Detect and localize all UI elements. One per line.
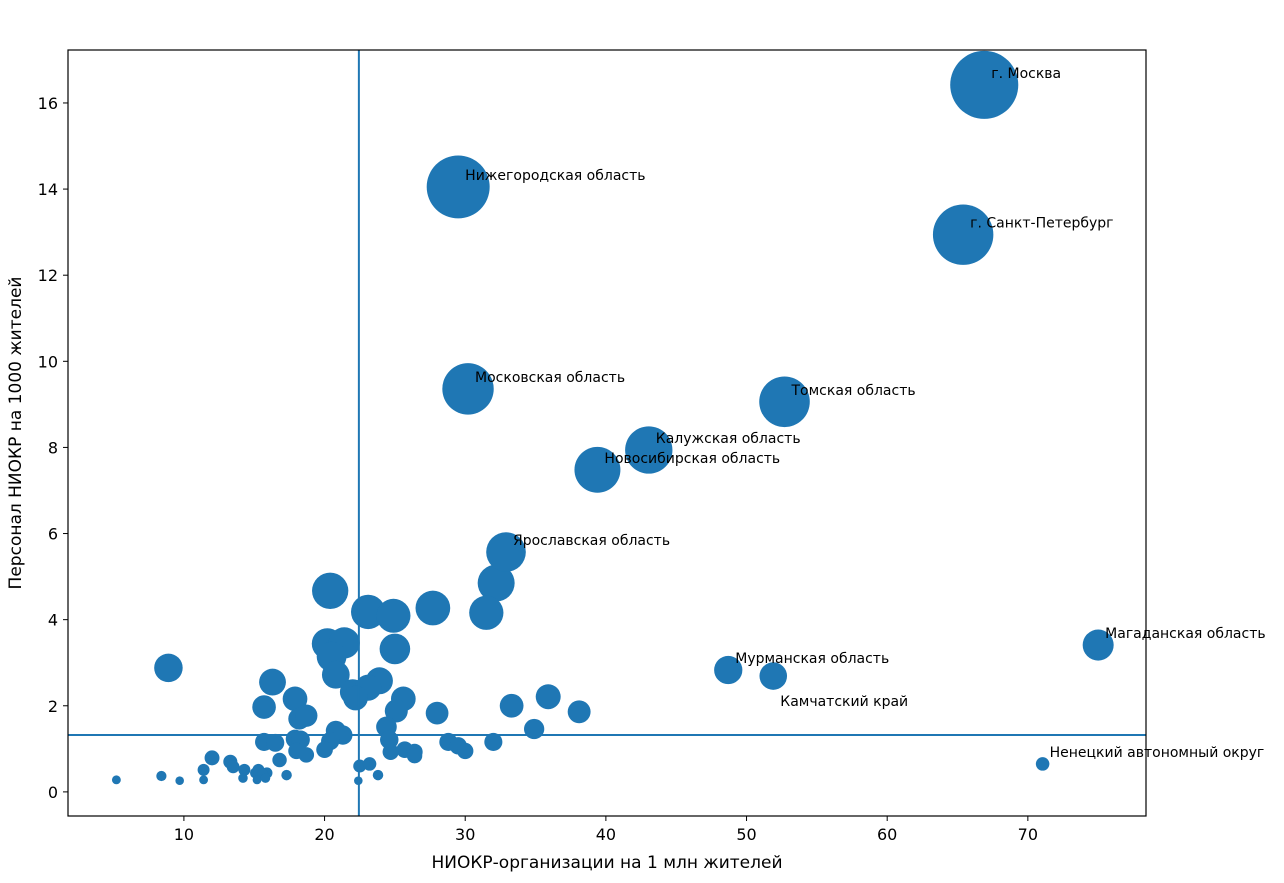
data-point bbox=[252, 695, 276, 719]
x-tick-label: 70 bbox=[1018, 825, 1038, 844]
data-point bbox=[238, 763, 251, 776]
data-point bbox=[197, 763, 210, 776]
data-point-labeled bbox=[625, 426, 673, 474]
data-point bbox=[499, 693, 524, 718]
x-tick-label: 60 bbox=[877, 825, 897, 844]
data-point bbox=[484, 732, 503, 751]
data-point bbox=[425, 701, 449, 725]
data-point-labeled bbox=[486, 532, 526, 572]
point-label: Нижегородская область bbox=[465, 168, 645, 184]
data-point bbox=[111, 775, 121, 785]
y-tick-label: 10 bbox=[38, 352, 58, 371]
point-labels: г. Москва Нижегородская область г. Санкт-П… bbox=[465, 66, 1265, 761]
y-tick-label: 14 bbox=[38, 180, 58, 199]
data-point bbox=[259, 668, 286, 696]
x-tick-label: 10 bbox=[174, 825, 194, 844]
y-tick-label: 6 bbox=[48, 525, 58, 544]
x-tick-label: 50 bbox=[736, 825, 756, 844]
y-axis: 0 2 4 6 8 10 12 14 16 bbox=[38, 94, 68, 802]
point-label: Камчатский край bbox=[780, 694, 908, 710]
y-tick-label: 12 bbox=[38, 266, 58, 285]
data-point-labeled bbox=[426, 155, 490, 219]
data-point-labeled bbox=[442, 363, 494, 415]
x-tick-label: 20 bbox=[314, 825, 334, 844]
data-point bbox=[372, 769, 384, 781]
data-point-labeled bbox=[950, 50, 1019, 119]
y-axis-label: Персонал НИОКР на 1000 жителей bbox=[6, 277, 26, 590]
data-point-labeled bbox=[714, 655, 743, 685]
point-label: Калужская область bbox=[656, 431, 801, 447]
point-label: Томская область bbox=[791, 383, 916, 399]
point-label: Магаданская область bbox=[1105, 626, 1265, 642]
x-axis: 10 20 30 40 50 60 70 bbox=[174, 816, 1038, 844]
point-label: Ненецкий автономный округ bbox=[1050, 745, 1265, 761]
data-point-labeled bbox=[1082, 629, 1114, 661]
y-tick-label: 16 bbox=[38, 94, 58, 113]
data-point bbox=[282, 686, 308, 712]
data-point bbox=[457, 742, 474, 760]
data-point bbox=[199, 775, 209, 785]
data-point bbox=[204, 750, 220, 766]
data-point bbox=[384, 699, 408, 723]
data-point bbox=[266, 733, 285, 752]
point-label: г. Санкт-Петербург bbox=[970, 216, 1113, 232]
data-point bbox=[312, 572, 349, 609]
data-point-labeled bbox=[759, 376, 810, 428]
data-point bbox=[567, 700, 591, 724]
data-point bbox=[272, 752, 287, 768]
data-point bbox=[469, 595, 504, 630]
data-point bbox=[252, 775, 262, 785]
data-point bbox=[295, 704, 318, 727]
data-point bbox=[343, 685, 368, 711]
point-label: Новосибирская область bbox=[604, 451, 780, 467]
data-point bbox=[406, 748, 423, 764]
data-point-labeled bbox=[574, 446, 621, 493]
data-point-labeled bbox=[759, 662, 788, 690]
data-point bbox=[376, 598, 411, 633]
data-point bbox=[316, 741, 333, 759]
point-label: Московская область bbox=[475, 370, 625, 386]
data-point bbox=[379, 633, 411, 665]
plot-frame bbox=[67, 49, 1147, 817]
data-point bbox=[156, 770, 167, 782]
data-point bbox=[321, 660, 350, 689]
y-tick-label: 4 bbox=[48, 611, 58, 630]
data-point-labeled bbox=[932, 204, 994, 265]
data-point bbox=[226, 760, 240, 774]
data-point bbox=[362, 757, 377, 771]
data-point bbox=[238, 773, 248, 783]
data-point bbox=[477, 564, 515, 602]
point-label: Ярославская область bbox=[513, 533, 670, 549]
y-tick-label: 2 bbox=[48, 697, 58, 716]
data-point bbox=[415, 590, 451, 626]
y-tick-label: 0 bbox=[48, 783, 58, 802]
data-point bbox=[175, 776, 184, 785]
data-point bbox=[523, 718, 545, 740]
x-axis-label: НИОКР-организации на 1 млн жителей bbox=[431, 853, 782, 873]
data-point bbox=[382, 743, 399, 760]
data-point bbox=[154, 653, 183, 683]
y-tick-label: 8 bbox=[48, 438, 58, 457]
data-point bbox=[260, 773, 271, 783]
data-point bbox=[281, 769, 292, 781]
point-label: г. Москва bbox=[991, 66, 1061, 82]
chart-marks bbox=[111, 50, 1114, 785]
point-label: Мурманская область bbox=[735, 651, 889, 667]
x-tick-label: 30 bbox=[455, 825, 475, 844]
reference-lines bbox=[68, 50, 1146, 816]
data-point-labeled bbox=[1035, 757, 1050, 771]
x-tick-label: 40 bbox=[596, 825, 616, 844]
data-point bbox=[298, 747, 315, 763]
data-point bbox=[535, 684, 561, 710]
